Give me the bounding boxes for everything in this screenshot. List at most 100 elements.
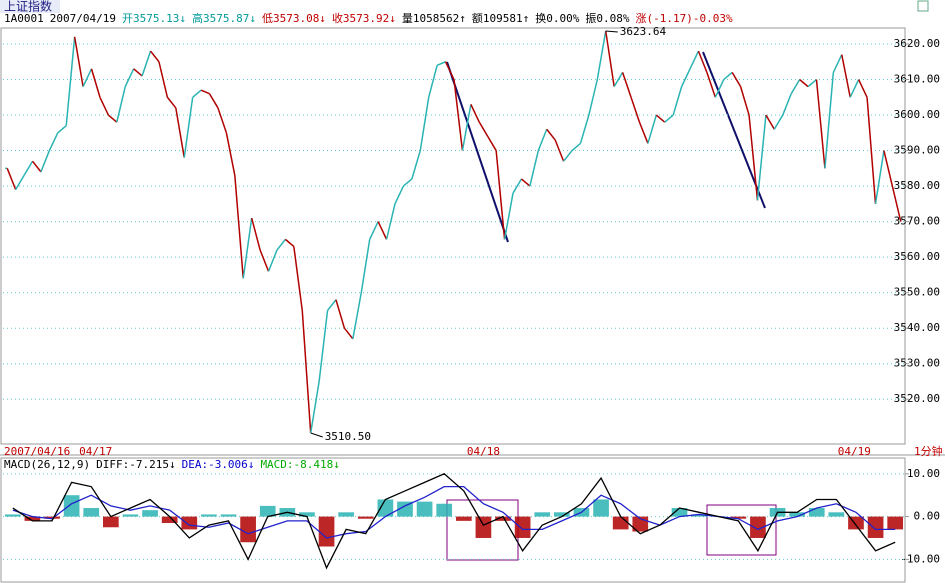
macd-bar	[514, 516, 531, 538]
price-segment	[857, 79, 868, 98]
price-segment	[824, 72, 835, 169]
price-segment	[259, 249, 270, 272]
price-segment	[225, 132, 236, 176]
x-tick-label: 04/19	[838, 445, 871, 458]
price-segment	[309, 381, 320, 434]
price-segment	[874, 150, 885, 204]
y-tick-label: 3590.00	[894, 144, 940, 157]
price-segment	[124, 68, 135, 87]
price-segment	[6, 168, 17, 190]
macd-bar	[181, 516, 198, 530]
macd-bar	[828, 512, 845, 517]
price-segment	[335, 299, 346, 329]
price-segment	[891, 185, 902, 222]
macd-bar	[671, 508, 688, 517]
macd-bar	[201, 514, 217, 517]
info-item: DEA:-3.006↓	[182, 458, 255, 471]
price-segment	[604, 30, 615, 87]
trend-line	[446, 61, 509, 243]
price-segment	[495, 150, 506, 240]
price-segment	[31, 160, 42, 173]
info-item: 2007/04/19	[50, 12, 116, 25]
y-tick-label: 3570.00	[894, 215, 940, 228]
macd-bar	[103, 516, 119, 528]
price-segment	[82, 68, 93, 87]
price-segment	[731, 72, 742, 87]
macd-bar	[259, 505, 276, 517]
price-segment	[470, 104, 480, 123]
trend-line	[702, 51, 766, 209]
price-segment	[208, 93, 219, 109]
price-segment	[621, 72, 632, 98]
y-tick-label: 3530.00	[894, 357, 940, 370]
title-box	[0, 0, 60, 13]
macd-frame	[0, 457, 906, 583]
price-segment	[520, 178, 531, 187]
macd-bar	[887, 516, 904, 530]
price-segment	[563, 150, 573, 162]
info-item: MACD:-8.418↓	[260, 458, 339, 471]
price-segment	[57, 125, 67, 134]
price-segment	[512, 178, 523, 194]
annotation: 3510.50	[325, 430, 371, 443]
price-segment	[478, 121, 489, 137]
price-segment	[571, 142, 581, 152]
price-segment	[360, 239, 371, 293]
macd-bar	[691, 514, 707, 517]
period-label[interactable]: 1分钟	[914, 444, 943, 458]
x-tick-label: 04/17	[79, 445, 112, 458]
price-segment	[807, 78, 817, 88]
price-segment	[706, 72, 717, 98]
macd-bar	[220, 514, 237, 517]
macd-bar	[318, 516, 335, 547]
selection-box	[706, 504, 777, 556]
macd-bar	[534, 512, 551, 517]
price-segment	[192, 89, 202, 98]
macd-bar	[416, 501, 433, 517]
macd-bar	[338, 512, 354, 517]
price-segment	[689, 50, 700, 70]
y-tick-label: 3540.00	[894, 321, 940, 334]
info-item: 涨(-1.17)-0.03%	[636, 12, 733, 25]
window-button[interactable]	[917, 0, 929, 12]
y-tick-label: 3600.00	[894, 108, 940, 121]
price-segment	[318, 310, 329, 382]
macd-bar	[142, 510, 158, 517]
price-segment	[301, 310, 312, 434]
info-item: 高3575.87↓	[192, 11, 256, 25]
info-item: 开3575.13↓	[122, 12, 186, 25]
price-segment	[411, 150, 421, 180]
price-segment	[284, 238, 295, 248]
info-item: 额109581↑	[472, 12, 529, 25]
price-segment	[537, 128, 548, 151]
price-segment	[90, 68, 101, 98]
price-segment	[276, 238, 286, 251]
price-segment	[23, 160, 34, 176]
price-segment	[419, 97, 430, 151]
price-segment	[242, 217, 253, 279]
price-segment	[200, 89, 210, 95]
macd-bar	[789, 512, 805, 517]
price-segment	[166, 96, 177, 109]
price-segment	[832, 54, 843, 73]
macd-bar	[63, 495, 80, 517]
price-segment	[680, 68, 691, 87]
macd-bar	[750, 516, 766, 538]
price-segment	[158, 61, 169, 98]
y-tick-label: -10.00	[900, 552, 940, 565]
price-segment	[664, 114, 674, 123]
price-segment	[588, 79, 599, 116]
y-tick-label: 3620.00	[894, 37, 940, 50]
macd-bar	[83, 508, 100, 517]
macd-bar	[299, 512, 315, 517]
macd-bar	[377, 499, 394, 517]
price-segment	[352, 292, 363, 339]
macd-bar	[867, 516, 884, 538]
price-segment	[613, 72, 624, 87]
annotation: 3623.64	[620, 25, 667, 38]
macd-bar	[436, 503, 453, 517]
price-segment	[453, 79, 464, 151]
price-segment	[141, 50, 152, 77]
y-tick-label: 3580.00	[894, 179, 940, 192]
